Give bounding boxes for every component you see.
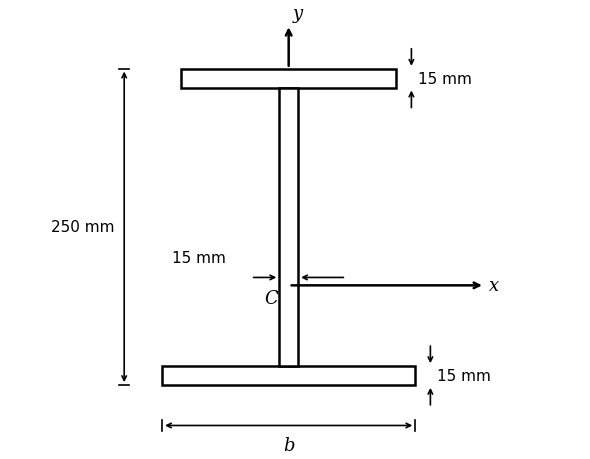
Text: C: C — [264, 290, 278, 308]
Text: x: x — [489, 277, 499, 295]
Text: y: y — [293, 5, 303, 23]
Text: 15 mm: 15 mm — [437, 368, 490, 383]
Text: 15 mm: 15 mm — [172, 250, 226, 265]
Text: 15 mm: 15 mm — [418, 72, 471, 86]
Bar — [279, 89, 298, 366]
Bar — [162, 366, 415, 385]
Bar — [181, 69, 396, 89]
Text: b: b — [283, 436, 294, 453]
Text: 250 mm: 250 mm — [51, 220, 114, 235]
